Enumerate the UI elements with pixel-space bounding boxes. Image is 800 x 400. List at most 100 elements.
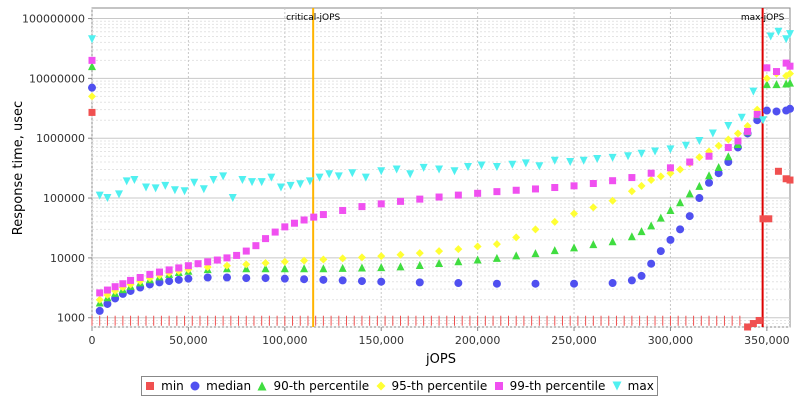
data-point	[228, 194, 237, 203]
data-point	[508, 160, 517, 169]
legend-item: min	[145, 379, 184, 393]
data-point	[319, 275, 328, 284]
data-point	[406, 170, 415, 179]
data-point	[608, 237, 617, 246]
data-point	[685, 212, 694, 221]
data-point	[88, 83, 96, 92]
data-point	[95, 306, 104, 315]
data-point	[219, 172, 228, 181]
data-point	[267, 173, 276, 182]
data-point	[550, 217, 559, 226]
data-point	[151, 184, 160, 193]
data-point	[122, 177, 131, 186]
data-point	[305, 177, 314, 186]
data-point	[300, 256, 309, 265]
data-point	[175, 264, 183, 272]
data-point	[111, 283, 119, 291]
data-point	[782, 175, 790, 183]
legend-marker	[190, 381, 200, 391]
series-95-th-percentile	[88, 69, 794, 304]
data-point	[656, 247, 665, 256]
data-point	[103, 299, 112, 308]
legend-item: 90-th percentile	[257, 379, 369, 393]
data-point	[512, 233, 521, 242]
data-point	[666, 206, 675, 215]
data-point	[493, 188, 501, 196]
data-point	[280, 274, 289, 283]
data-point	[155, 268, 163, 276]
data-point	[242, 274, 251, 283]
series-min	[88, 108, 794, 331]
data-point	[724, 152, 733, 161]
legend-item: max	[612, 379, 654, 393]
marker-label: max-jOPS	[741, 13, 785, 23]
data-point	[222, 261, 231, 270]
data-point	[88, 92, 96, 101]
data-point	[300, 216, 308, 224]
data-point	[647, 259, 656, 268]
data-point	[233, 251, 241, 259]
data-point	[280, 264, 289, 273]
data-point	[724, 135, 733, 144]
data-point	[136, 274, 144, 282]
legend-marker	[146, 382, 155, 390]
data-point	[257, 178, 266, 187]
y-tick-label: 100000	[43, 192, 85, 205]
data-point	[319, 264, 328, 273]
legend-item: median	[190, 379, 251, 393]
data-point	[477, 161, 486, 170]
data-point	[473, 242, 482, 251]
data-point	[570, 182, 578, 190]
data-point	[627, 187, 636, 196]
data-point	[624, 152, 633, 161]
legend-label: median	[206, 379, 252, 393]
data-point	[357, 253, 366, 262]
data-point	[637, 181, 646, 190]
y-tick-label: 100000000	[22, 13, 85, 26]
data-point	[535, 162, 544, 171]
data-point	[685, 189, 694, 198]
data-point	[300, 275, 309, 284]
data-point	[570, 279, 579, 288]
data-point	[213, 256, 221, 264]
data-point	[531, 279, 540, 288]
data-point	[786, 62, 794, 70]
data-point	[609, 177, 617, 185]
data-point	[593, 154, 602, 163]
data-point	[146, 270, 154, 278]
x-tick-label: 350,000	[744, 334, 790, 347]
data-point	[714, 141, 723, 150]
data-point	[676, 198, 685, 207]
data-point	[759, 116, 768, 125]
data-point	[103, 194, 112, 203]
data-point	[531, 249, 540, 258]
data-point	[95, 295, 104, 304]
data-point	[705, 178, 714, 187]
data-point	[454, 191, 462, 199]
marker-label: critical-jOPS	[286, 13, 340, 23]
data-point	[512, 186, 520, 194]
data-point	[361, 173, 370, 182]
data-point	[286, 181, 295, 190]
data-point	[531, 225, 540, 234]
data-point	[435, 259, 444, 268]
data-point	[724, 122, 733, 131]
legend-label: 95-th percentile	[391, 379, 488, 393]
data-point	[358, 203, 366, 211]
data-point	[695, 136, 704, 145]
data-point	[281, 223, 289, 231]
data-point	[396, 250, 405, 259]
data-point	[608, 279, 617, 288]
data-series	[88, 27, 794, 331]
data-point	[88, 56, 96, 64]
data-point	[473, 255, 482, 264]
x-tick-label: 300,000	[648, 334, 694, 347]
data-point	[377, 252, 386, 261]
data-point	[608, 153, 617, 162]
data-point	[450, 167, 459, 176]
data-point	[348, 169, 357, 178]
data-point	[492, 240, 501, 249]
data-point	[737, 113, 746, 122]
legend-item: 99-th percentile	[494, 379, 605, 393]
